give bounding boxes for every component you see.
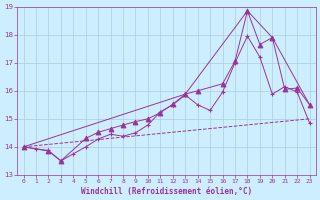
X-axis label: Windchill (Refroidissement éolien,°C): Windchill (Refroidissement éolien,°C) [81, 187, 252, 196]
